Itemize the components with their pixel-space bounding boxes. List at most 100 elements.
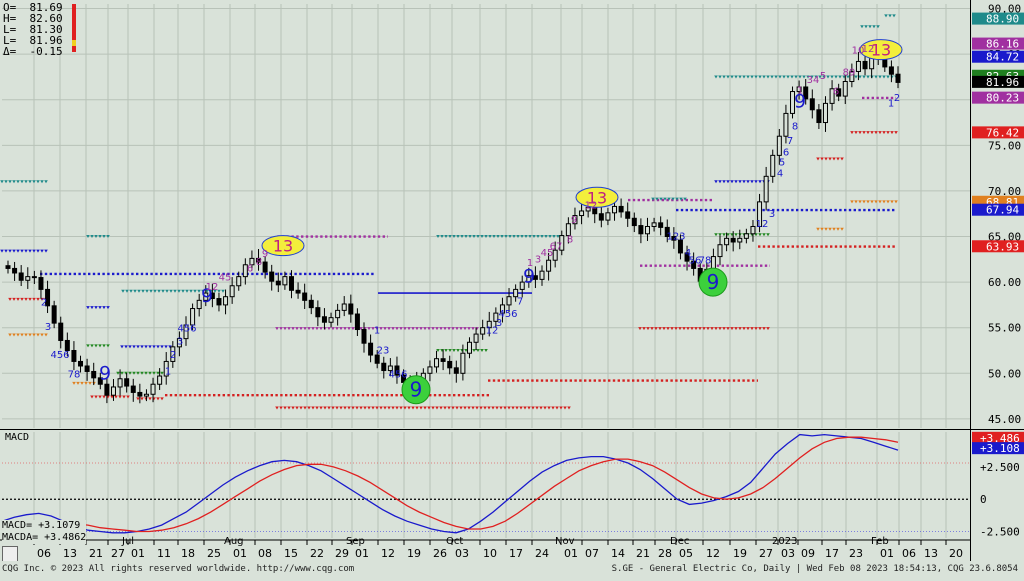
td-9-label: 9 <box>794 91 806 113</box>
level-marker <box>762 233 766 237</box>
level-marker <box>32 180 36 184</box>
candle-body <box>143 393 149 397</box>
level-marker <box>137 289 141 293</box>
level-marker <box>221 289 225 293</box>
level-marker <box>319 327 323 331</box>
candle-body <box>262 261 268 273</box>
level-marker <box>850 131 854 135</box>
candle-body <box>638 225 644 235</box>
level-marker <box>185 289 189 293</box>
level-marker <box>528 235 532 239</box>
level-marker <box>468 235 472 239</box>
level-marker <box>671 197 675 201</box>
level-marker <box>754 180 758 184</box>
level-marker <box>90 235 94 239</box>
level-marker <box>738 180 742 184</box>
candle-body <box>302 292 308 301</box>
td-9-label: 9 <box>410 378 423 402</box>
level-marker <box>291 406 295 410</box>
level-marker <box>90 395 94 399</box>
level-marker <box>439 327 443 331</box>
x-axis-tick-label: 18 <box>181 547 195 560</box>
level-marker <box>730 327 734 331</box>
level-marker <box>327 327 331 331</box>
price-tag-label: 81.96 <box>986 76 1019 89</box>
level-marker <box>471 327 475 331</box>
level-marker <box>816 227 820 231</box>
candle-body <box>849 70 855 83</box>
level-marker <box>463 327 467 331</box>
candle-body <box>190 308 196 326</box>
x-axis-tick-label: 27 <box>759 547 773 560</box>
level-marker <box>156 345 160 349</box>
level-marker <box>193 289 197 293</box>
price-tag <box>972 75 1024 88</box>
x-axis-tick-label: 12 <box>381 547 395 560</box>
level-marker <box>351 327 355 331</box>
candle-body <box>717 244 723 258</box>
level-marker <box>483 406 487 410</box>
level-marker <box>798 75 802 79</box>
level-marker <box>335 406 339 410</box>
level-marker <box>662 327 666 331</box>
candle-body <box>664 226 670 238</box>
level-marker <box>319 406 323 410</box>
level-marker <box>213 289 217 293</box>
candle-body <box>816 109 822 124</box>
level-marker <box>886 75 890 79</box>
level-marker <box>136 397 140 401</box>
level-marker <box>686 327 690 331</box>
ohlc-line: Δ= -0.15 <box>3 45 63 58</box>
candle-body <box>743 233 749 239</box>
level-marker <box>726 233 730 237</box>
level-marker <box>153 289 157 293</box>
level-marker <box>832 157 836 161</box>
level-marker <box>157 289 161 293</box>
level-marker <box>419 406 423 410</box>
level-marker <box>726 180 730 184</box>
level-marker <box>872 25 876 29</box>
level-marker <box>527 406 531 410</box>
level-marker <box>892 14 896 18</box>
level-marker <box>540 235 544 239</box>
level-marker <box>555 406 559 410</box>
level-marker <box>456 348 460 352</box>
candle-body <box>176 338 182 348</box>
level-marker <box>415 406 419 410</box>
level-marker <box>140 371 144 375</box>
level-marker <box>718 75 722 79</box>
candle-body <box>183 324 189 340</box>
candle-body <box>579 210 585 217</box>
level-marker <box>888 14 892 18</box>
level-marker <box>20 180 24 184</box>
level-marker <box>114 395 118 399</box>
ohlc-line: L= 81.30 <box>3 23 63 36</box>
level-marker <box>862 75 866 79</box>
candle-body <box>31 276 37 279</box>
candle-body <box>466 341 472 354</box>
level-marker <box>444 235 448 239</box>
level-marker <box>32 333 36 337</box>
x-axis-tick-label: 08 <box>258 547 272 560</box>
td-count-label: 12 <box>585 201 598 212</box>
level-marker <box>718 327 722 331</box>
level-marker <box>86 306 90 310</box>
level-marker <box>8 333 12 337</box>
level-marker <box>515 406 519 410</box>
level-marker <box>407 327 411 331</box>
x-axis-tick-label: 06 <box>37 547 51 560</box>
level-marker <box>32 249 36 253</box>
level-marker <box>44 180 48 184</box>
level-marker <box>472 348 476 352</box>
level-marker <box>423 406 427 410</box>
level-marker <box>152 345 156 349</box>
level-marker <box>734 180 738 184</box>
level-marker <box>663 197 667 201</box>
level-marker <box>399 406 403 410</box>
candle-body <box>612 205 618 214</box>
macd-value-tag-label: +3.108 <box>980 442 1020 455</box>
level-marker <box>181 289 185 293</box>
level-marker <box>391 406 395 410</box>
level-marker <box>415 327 419 331</box>
